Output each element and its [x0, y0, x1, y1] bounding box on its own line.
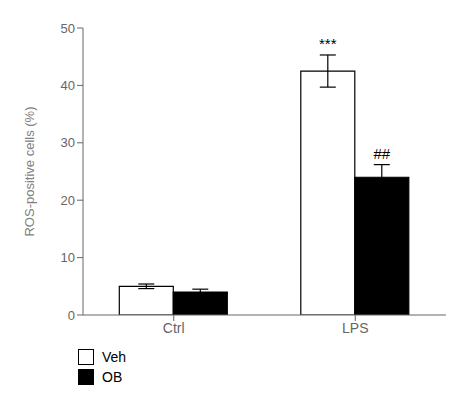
svg-text:ROS-positive cells (%): ROS-positive cells (%) — [22, 106, 37, 236]
svg-text:***: *** — [319, 35, 337, 52]
html-text:Veh: Veh — [102, 349, 127, 365]
svg-text:40: 40 — [61, 78, 75, 93]
svg-text:Ctrl: Ctrl — [163, 320, 185, 336]
svg-text:##: ## — [373, 145, 390, 162]
svg-text:LPS: LPS — [342, 320, 368, 336]
html-text:OB: OB — [102, 369, 123, 385]
svg-text:10: 10 — [61, 250, 75, 265]
svg-text:20: 20 — [61, 193, 75, 208]
svg-text:30: 30 — [61, 135, 75, 150]
svg-text:50: 50 — [61, 21, 75, 36]
svg-text:0: 0 — [68, 308, 75, 323]
